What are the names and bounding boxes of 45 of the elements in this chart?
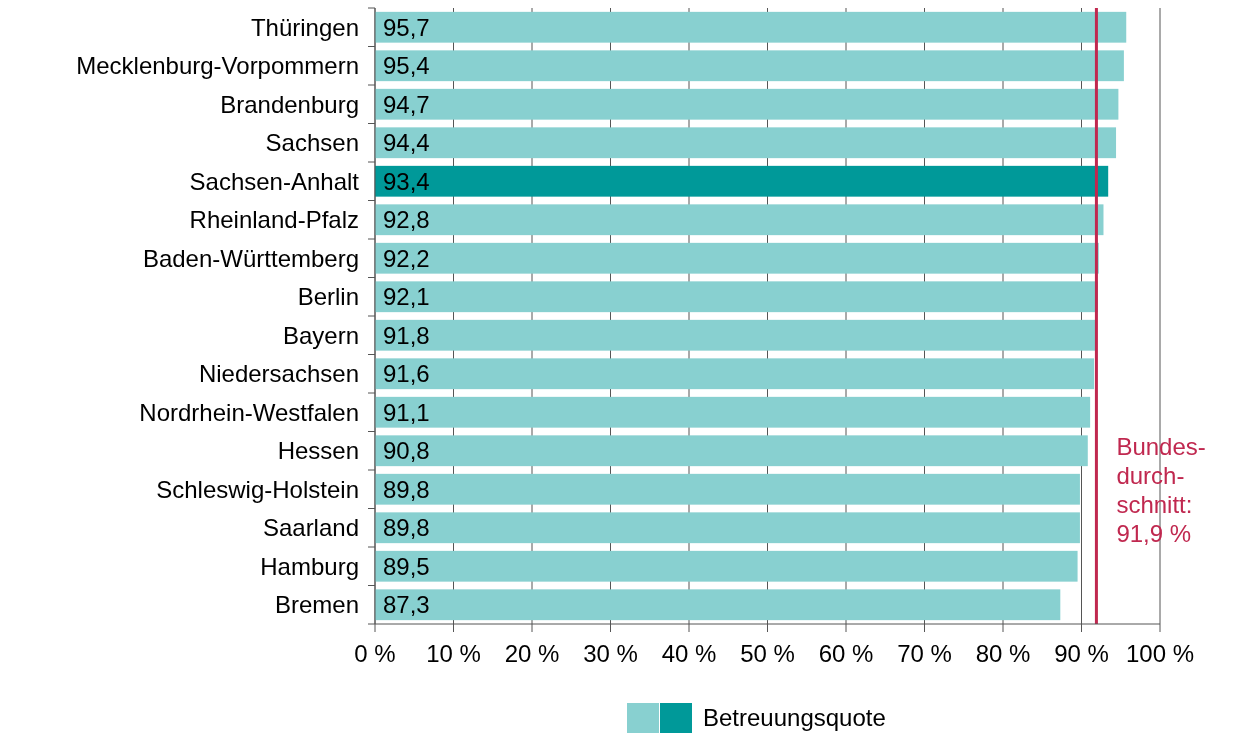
y-tick-label: Hamburg bbox=[260, 552, 359, 580]
data-label: 92,8 bbox=[383, 206, 430, 234]
y-tick-label: Sachsen bbox=[265, 129, 359, 157]
y-tick-label: Baden-Württemberg bbox=[142, 244, 359, 272]
data-label: 91,1 bbox=[383, 398, 430, 426]
data-label: 89,8 bbox=[383, 475, 430, 503]
data-label: 94,4 bbox=[383, 129, 430, 157]
y-tick-label: Schleswig-Holstein bbox=[156, 475, 359, 503]
y-tick-label: Bayern bbox=[282, 321, 359, 349]
y-tick-label: Hessen bbox=[277, 437, 359, 465]
y-tick-label: Berlin bbox=[297, 283, 359, 311]
y-tick-label: Thüringen bbox=[250, 13, 359, 41]
ref-line-label: Bundes- durch- schnitt: 91,9 % bbox=[1116, 433, 1206, 547]
x-tick-label: 100 % bbox=[1125, 640, 1195, 667]
data-label: 92,1 bbox=[383, 283, 430, 311]
y-tick-label: Saarland bbox=[262, 514, 359, 542]
y-tick-label: Mecklenburg-Vorpommern bbox=[76, 52, 359, 80]
y-tick-label: Bremen bbox=[274, 591, 359, 619]
y-tick-label: Niedersachsen bbox=[198, 360, 359, 388]
y-tick-label: Nordrhein-Westfalen bbox=[139, 398, 359, 426]
data-label: 89,5 bbox=[383, 552, 430, 580]
y-tick-label: Rheinland-Pfalz bbox=[189, 206, 359, 234]
data-label: 91,8 bbox=[383, 321, 430, 349]
x-tick-label: 30 % bbox=[583, 640, 638, 667]
x-tick-label: 40 % bbox=[661, 640, 717, 667]
data-label: 89,8 bbox=[383, 514, 430, 542]
data-label: 90,8 bbox=[383, 437, 430, 465]
data-label: 93,4 bbox=[383, 167, 430, 195]
data-label: 94,7 bbox=[383, 90, 430, 118]
y-tick-label: Sachsen-Anhalt bbox=[189, 167, 360, 195]
data-label: 92,2 bbox=[383, 244, 430, 272]
x-tick-label: 90 % bbox=[1054, 640, 1109, 667]
x-tick-label: 0 % bbox=[354, 640, 396, 667]
x-tick-label: 10 % bbox=[426, 640, 481, 667]
y-tick-label: Brandenburg bbox=[220, 90, 359, 118]
x-tick-label: 80 % bbox=[975, 640, 1031, 667]
data-label: 87,3 bbox=[383, 591, 430, 619]
x-tick-label: 60 % bbox=[818, 640, 874, 667]
data-label: 91,6 bbox=[383, 360, 430, 388]
x-tick-label: 20 % bbox=[504, 640, 560, 667]
data-label: 95,4 bbox=[383, 52, 430, 80]
x-tick-label: 70 % bbox=[897, 640, 952, 667]
x-tick-label: 50 % bbox=[740, 640, 795, 667]
legend-label: Betreuungsquote bbox=[703, 704, 886, 732]
data-label: 95,7 bbox=[383, 13, 430, 41]
